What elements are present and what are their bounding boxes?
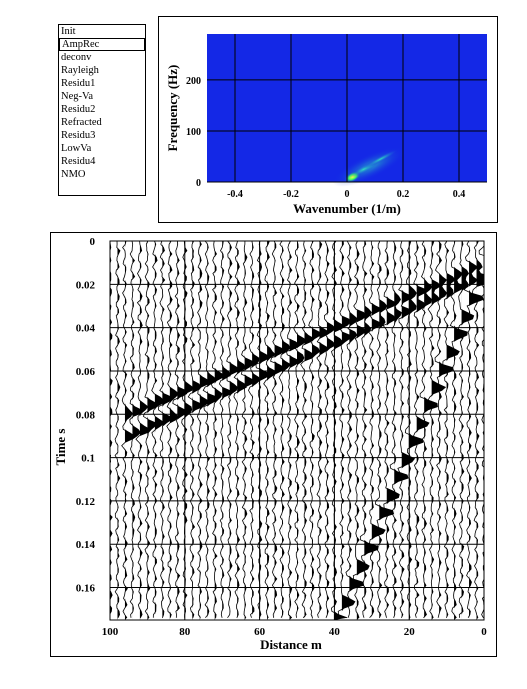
- list-item-residu4[interactable]: Residu4: [61, 156, 96, 167]
- trace-fill: [409, 241, 423, 620]
- fk-hotspot-3: [362, 149, 399, 169]
- trace-wiggle: [352, 241, 370, 618]
- trace-fill: [117, 241, 120, 620]
- processing-step-list[interactable]: Init AmpRec deconv Rayleigh Residu1 Neg-Va Res…: [58, 24, 146, 196]
- trace-wiggle: [278, 241, 291, 618]
- seismic-y-tick-label: 0: [90, 236, 96, 248]
- seismic-y-axis-label: Time s: [53, 429, 68, 466]
- fk-x-tick-label: -0.4: [227, 189, 243, 200]
- trace-fill: [311, 241, 321, 620]
- fk-x-tick-label: 0.2: [397, 189, 410, 200]
- seismic-y-tick-label: 0.14: [76, 539, 96, 551]
- trace-fill: [319, 241, 329, 620]
- trace-fill: [349, 241, 364, 620]
- trace-fill: [192, 241, 203, 620]
- trace-fill: [326, 241, 336, 620]
- trace-fill: [132, 241, 142, 620]
- trace-fill: [252, 241, 260, 620]
- trace-wiggle: [286, 241, 301, 619]
- trace-fill: [439, 241, 453, 620]
- seismic-y-tick-label: 0.02: [76, 279, 96, 291]
- trace-fill: [267, 241, 276, 620]
- seismic-traces: [110, 241, 496, 620]
- fk-spectrum-plot: -0.4 -0.2 0 0.2 0.4 0 100 200 Wavenumber (1/m)…: [165, 34, 487, 216]
- trace-fill: [207, 241, 218, 620]
- fk-y-tick-label: 0: [196, 178, 201, 189]
- seismic-grid-lines: [109, 240, 485, 621]
- list-item-deconv[interactable]: deconv: [61, 52, 92, 63]
- fk-spectrum-panel: -0.4 -0.2 0 0.2 0.4 0 100 200 Wavenumber (1/m)…: [158, 16, 498, 223]
- fk-x-axis-label: Wavenumber (1/m): [293, 201, 401, 216]
- list-item-residu3[interactable]: Residu3: [61, 130, 96, 141]
- trace-fill: [110, 241, 113, 620]
- list-item-residu1[interactable]: Residu1: [61, 78, 96, 89]
- trace-wiggle: [368, 241, 386, 619]
- trace-fill: [139, 241, 150, 620]
- trace-wiggle: [404, 241, 424, 618]
- list-item-neg-va[interactable]: Neg-Va: [61, 91, 94, 102]
- trace-fill: [394, 241, 409, 620]
- trace-wiggle: [337, 241, 356, 619]
- seismic-x-tick-label: 0: [481, 626, 487, 638]
- seismic-x-axis-label: Distance m: [260, 637, 322, 652]
- trace-wiggle: [330, 241, 348, 619]
- trace-fill: [454, 241, 468, 620]
- trace-fill: [446, 241, 460, 620]
- fk-x-tick-label: 0.4: [453, 189, 466, 200]
- trace-fill: [476, 241, 484, 620]
- list-item-rayleigh[interactable]: Rayleigh: [61, 65, 99, 76]
- trace-fill: [184, 241, 193, 620]
- trace-fill: [341, 241, 355, 620]
- list-item-init[interactable]: Init: [61, 26, 76, 37]
- trace-fill: [297, 241, 306, 620]
- fk-grid-lines: [207, 34, 487, 183]
- fk-x-tick-label: 0: [345, 189, 350, 200]
- seismic-x-tick-label: 100: [102, 626, 119, 638]
- seismic-section-plot: 100 80 60 40 20 0 0 0.02 0.04 0.06 0.08 0.1 0.12 0.1…: [53, 236, 496, 652]
- seismic-x-tick-label: 60: [254, 626, 266, 638]
- seismic-y-tick-label: 0.16: [76, 583, 96, 595]
- list-item-amprec[interactable]: AmpRec: [59, 38, 145, 51]
- seismic-y-tick-label: 0.08: [76, 409, 96, 421]
- trace-wiggle: [359, 241, 379, 618]
- fk-energy-hotspots: [332, 146, 407, 187]
- seismic-y-tick-label: 0.06: [76, 366, 96, 378]
- seismic-section-panel: 100 80 60 40 20 0 0 0.02 0.04 0.06 0.08 0.1 0.12 0.1…: [50, 232, 497, 657]
- list-item-residu2[interactable]: Residu2: [61, 104, 96, 115]
- trace-fill: [364, 241, 379, 620]
- list-item-refracted[interactable]: Refracted: [61, 117, 102, 128]
- seismic-y-tick-label: 0.12: [76, 496, 96, 508]
- list-item-nmo[interactable]: NMO: [61, 169, 86, 180]
- trace-fill: [484, 241, 496, 620]
- seismic-x-tick-label: 40: [329, 626, 341, 638]
- fk-y-tick-label: 200: [186, 76, 201, 87]
- trace-wiggle: [172, 241, 188, 618]
- list-item-lowva[interactable]: LowVa: [61, 143, 92, 154]
- trace-fill: [282, 241, 291, 620]
- trace-wiggle: [375, 241, 395, 618]
- fk-x-tick-label: -0.2: [283, 189, 299, 200]
- trace-wiggle: [293, 241, 307, 618]
- seismic-x-tick-label: 80: [179, 626, 191, 638]
- trace-wiggle: [442, 241, 460, 618]
- trace-fill: [371, 241, 386, 620]
- trace-wiggle: [263, 241, 277, 618]
- trace-fill: [356, 241, 370, 620]
- trace-fill: [469, 241, 484, 620]
- trace-fill: [304, 241, 315, 620]
- trace-fill: [162, 241, 172, 620]
- seismic-y-tick-label: 0.04: [76, 323, 96, 335]
- trace-fill: [386, 241, 400, 620]
- trace-fill: [431, 241, 446, 620]
- trace-fill: [461, 241, 474, 620]
- fk-y-tick-label: 100: [186, 127, 201, 138]
- seismic-y-tick-label: 0.1: [81, 453, 95, 465]
- seismic-x-tick-label: 20: [404, 626, 416, 638]
- fk-y-axis-label: Frequency (Hz): [165, 65, 180, 152]
- trace-wiggle: [218, 241, 233, 618]
- trace-wiggle: [478, 241, 484, 618]
- trace-wiggle: [248, 241, 260, 618]
- trace-fill: [237, 241, 247, 620]
